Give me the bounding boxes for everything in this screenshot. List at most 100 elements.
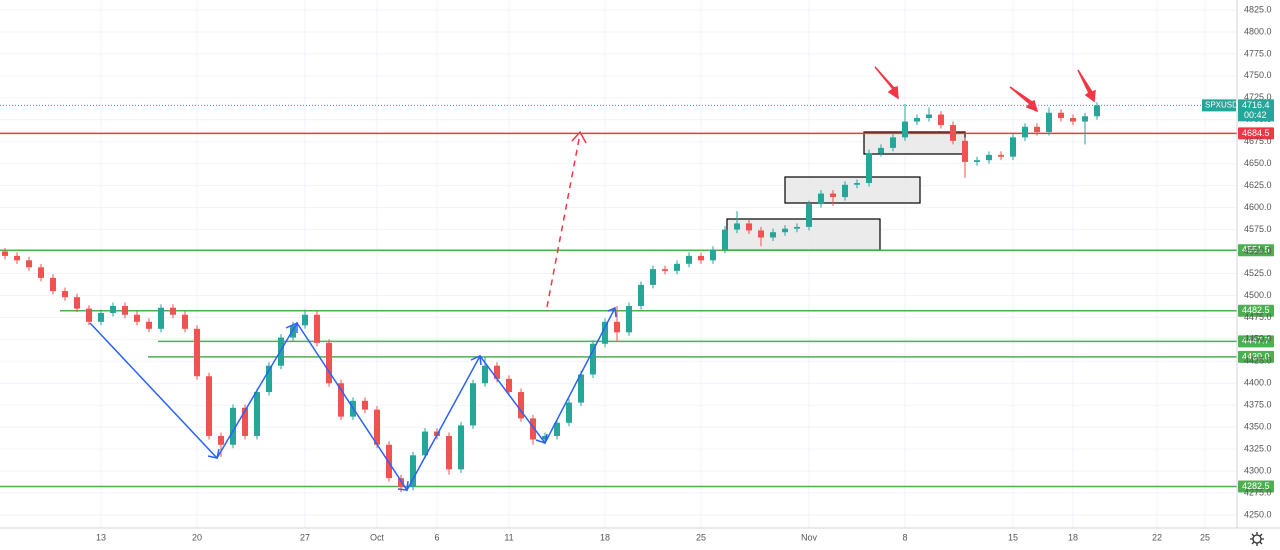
body (98, 313, 104, 322)
y-tick-label: 4775.0 (1244, 48, 1272, 58)
y-tick-label: 4300.0 (1244, 465, 1272, 475)
body (26, 260, 32, 268)
body (110, 305, 116, 313)
body (302, 314, 308, 326)
body (782, 228, 788, 233)
body (1094, 105, 1100, 117)
body (482, 365, 488, 384)
body (1046, 112, 1052, 133)
y-tick-label: 4675.0 (1244, 136, 1272, 146)
y-tick-label: 4475.0 (1244, 312, 1272, 322)
body (962, 140, 968, 162)
body (314, 314, 320, 343)
body (542, 435, 548, 440)
body (842, 184, 848, 198)
body (206, 376, 212, 436)
axes: 4250.0 4275.0 4300.0 4325.0 4350.0 4375.0 4400… (96, 4, 1272, 542)
body (902, 121, 908, 138)
symbol-tag (1202, 99, 1236, 112)
body (290, 325, 296, 338)
y-tick-label: 4575.0 (1244, 224, 1272, 234)
x-tick-label: 18 (600, 532, 610, 542)
level-tag (1238, 304, 1274, 317)
y-tick-label: 4375.0 (1244, 400, 1272, 410)
x-tick-label: Nov (801, 532, 818, 542)
range-box (784, 176, 921, 204)
settings-icon[interactable] (1250, 532, 1264, 546)
y-tick-label: 4400.0 (1244, 378, 1272, 388)
y-tick-label: 4450.0 (1244, 334, 1272, 344)
y-tick-label: 4800.0 (1244, 26, 1272, 36)
body (398, 478, 404, 487)
level-label: 4282.5 (1242, 481, 1270, 491)
body (506, 378, 512, 393)
body (1022, 126, 1028, 138)
drawings (726, 131, 966, 251)
level-tag (1238, 480, 1274, 493)
body (806, 204, 812, 227)
body (686, 255, 692, 264)
body (590, 343, 596, 375)
body (218, 435, 224, 445)
body (878, 147, 884, 154)
body (1058, 112, 1064, 119)
x-tick-label: 20 (192, 532, 202, 542)
candles (2, 102, 1100, 493)
y-tick-label: 4500.0 (1244, 290, 1272, 300)
body (830, 193, 836, 198)
body (1010, 137, 1016, 157)
y-tick-label: 4275.0 (1244, 487, 1272, 497)
x-tick-label: Oct (370, 532, 385, 542)
level-tag (1238, 350, 1274, 363)
body (1082, 116, 1088, 122)
body (2, 251, 8, 256)
body (1070, 118, 1076, 122)
body (914, 118, 920, 122)
body (554, 422, 560, 436)
body (494, 365, 500, 379)
body (722, 229, 728, 250)
x-tick-label: 15 (1008, 532, 1018, 542)
body (14, 255, 20, 261)
grid (0, 0, 1237, 528)
y-tick-label: 4250.0 (1244, 509, 1272, 519)
red-arrow (1009, 86, 1039, 113)
body (158, 307, 164, 329)
gear[interactable] (1252, 534, 1262, 544)
body (38, 267, 44, 278)
x-tick-label: 13 (96, 532, 106, 542)
y-tick-label: 4825.0 (1244, 4, 1272, 14)
x-tick-label: 27 (300, 532, 310, 542)
body (470, 383, 476, 426)
body (734, 223, 740, 230)
zigzag-arrows (207, 306, 617, 491)
body (746, 223, 752, 231)
body (458, 425, 464, 470)
last-price: 4716.4 (1242, 100, 1270, 110)
y-tick-label: 4625.0 (1244, 180, 1272, 190)
body (362, 400, 368, 410)
body (266, 365, 272, 393)
levels: 4684.5 4551.5 4482.5 4447.7 4430.0 4282.5 (0, 127, 1274, 493)
red-arrow (874, 66, 899, 100)
body (650, 269, 656, 285)
body (230, 407, 236, 445)
x-tick-label: 22 (1152, 532, 1162, 542)
body (662, 269, 668, 271)
body (602, 321, 608, 344)
body (614, 321, 620, 333)
body (86, 308, 92, 322)
gear-teeth[interactable] (1250, 532, 1264, 546)
body (242, 407, 248, 436)
body (998, 154, 1004, 157)
y-tick-label: 4600.0 (1244, 202, 1272, 212)
body (638, 284, 644, 306)
body (146, 321, 152, 329)
y-tick-label: 4725.0 (1244, 92, 1272, 102)
projection (546, 133, 581, 308)
body (338, 383, 344, 417)
level-label: 4447.7 (1242, 336, 1270, 346)
level-label: 4551.5 (1242, 245, 1270, 255)
body (254, 392, 260, 436)
